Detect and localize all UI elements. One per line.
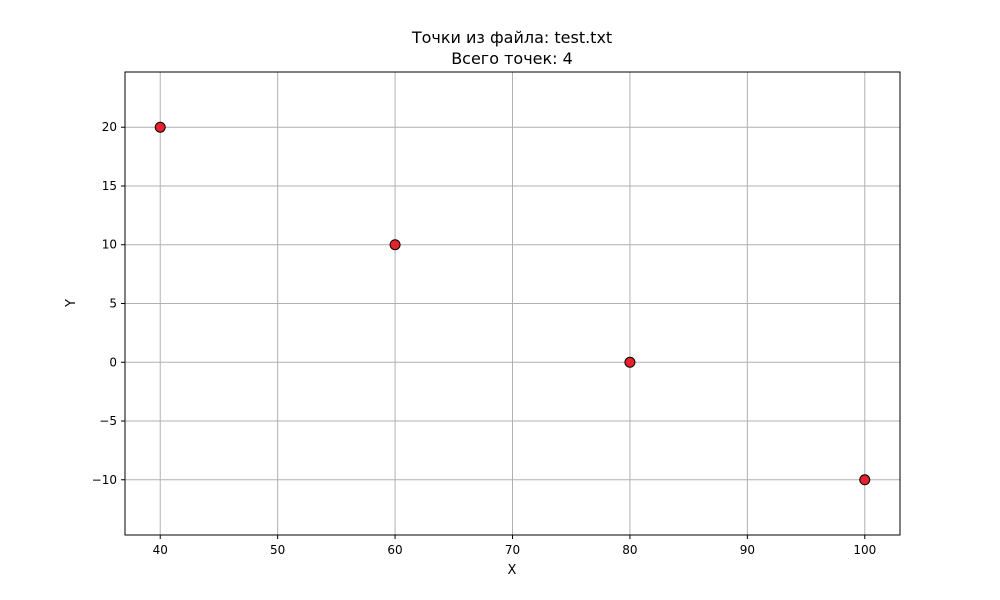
scatter-point: [859, 474, 871, 486]
y-tick-label: −10: [92, 473, 117, 487]
y-tick-label: −5: [99, 414, 117, 428]
x-tick-label: 40: [153, 543, 168, 557]
grid-lines: [125, 72, 900, 535]
y-axis-label: Y: [64, 299, 79, 308]
x-tick-label: 70: [505, 543, 520, 557]
y-tick-label: 15: [102, 179, 117, 193]
scatter-point: [154, 121, 166, 133]
scatter-point: [389, 239, 401, 251]
x-tick-label: 50: [270, 543, 285, 557]
x-tick-label: 100: [853, 543, 876, 557]
y-tick-label: 20: [102, 120, 117, 134]
x-tick-label: 60: [387, 543, 402, 557]
y-tick-label: 5: [109, 297, 117, 311]
axis-ticks: 40 50 60 70 80 90 100 −10 −5 0 5 10 15 20: [92, 120, 877, 557]
chart-title: Точки из файла: test.txt: [411, 28, 612, 47]
scatter-points: [154, 121, 871, 486]
y-tick-label: 10: [102, 238, 117, 252]
x-tick-label: 90: [740, 543, 755, 557]
x-tick-label: 80: [622, 543, 637, 557]
y-tick-label: 0: [109, 355, 117, 369]
scatter-point: [624, 356, 636, 368]
x-axis-label: X: [508, 563, 517, 578]
chart-subtitle: Всего точек: 4: [451, 49, 573, 68]
